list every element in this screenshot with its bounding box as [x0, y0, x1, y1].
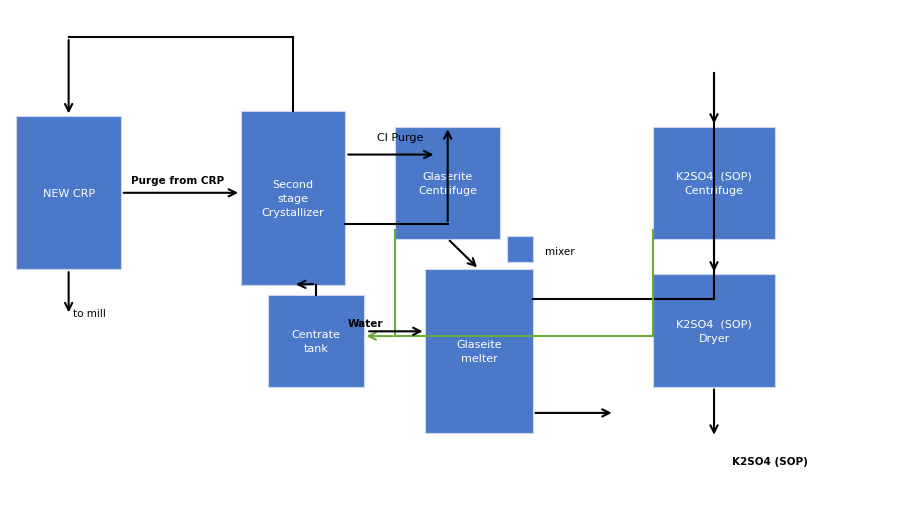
- Text: Second
stage
Crystallizer: Second stage Crystallizer: [262, 180, 325, 217]
- Text: Glaserite
Centrifuge: Glaserite Centrifuge: [418, 171, 477, 195]
- Text: Purge from CRP: Purge from CRP: [131, 176, 224, 186]
- Text: Glaseite
melter: Glaseite melter: [456, 339, 502, 363]
- Text: to mill: to mill: [73, 308, 105, 318]
- Text: K2SO4  (SOP)
Dryer: K2SO4 (SOP) Dryer: [676, 319, 752, 343]
- Text: Water: Water: [348, 318, 384, 328]
- Text: Centrate
tank: Centrate tank: [292, 329, 340, 353]
- FancyBboxPatch shape: [653, 127, 775, 239]
- Text: Cl Purge: Cl Purge: [377, 132, 424, 143]
- FancyBboxPatch shape: [395, 127, 500, 239]
- FancyBboxPatch shape: [425, 270, 533, 433]
- Text: K2SO4 (SOP): K2SO4 (SOP): [732, 456, 807, 466]
- Text: K2SO4  (SOP)
Centrifuge: K2SO4 (SOP) Centrifuge: [676, 171, 752, 195]
- FancyBboxPatch shape: [16, 117, 121, 270]
- Text: mixer: mixer: [545, 247, 575, 257]
- FancyBboxPatch shape: [507, 237, 533, 262]
- Text: NEW CRP: NEW CRP: [43, 188, 95, 199]
- FancyBboxPatch shape: [268, 295, 364, 387]
- FancyBboxPatch shape: [653, 275, 775, 387]
- FancyBboxPatch shape: [241, 112, 345, 285]
